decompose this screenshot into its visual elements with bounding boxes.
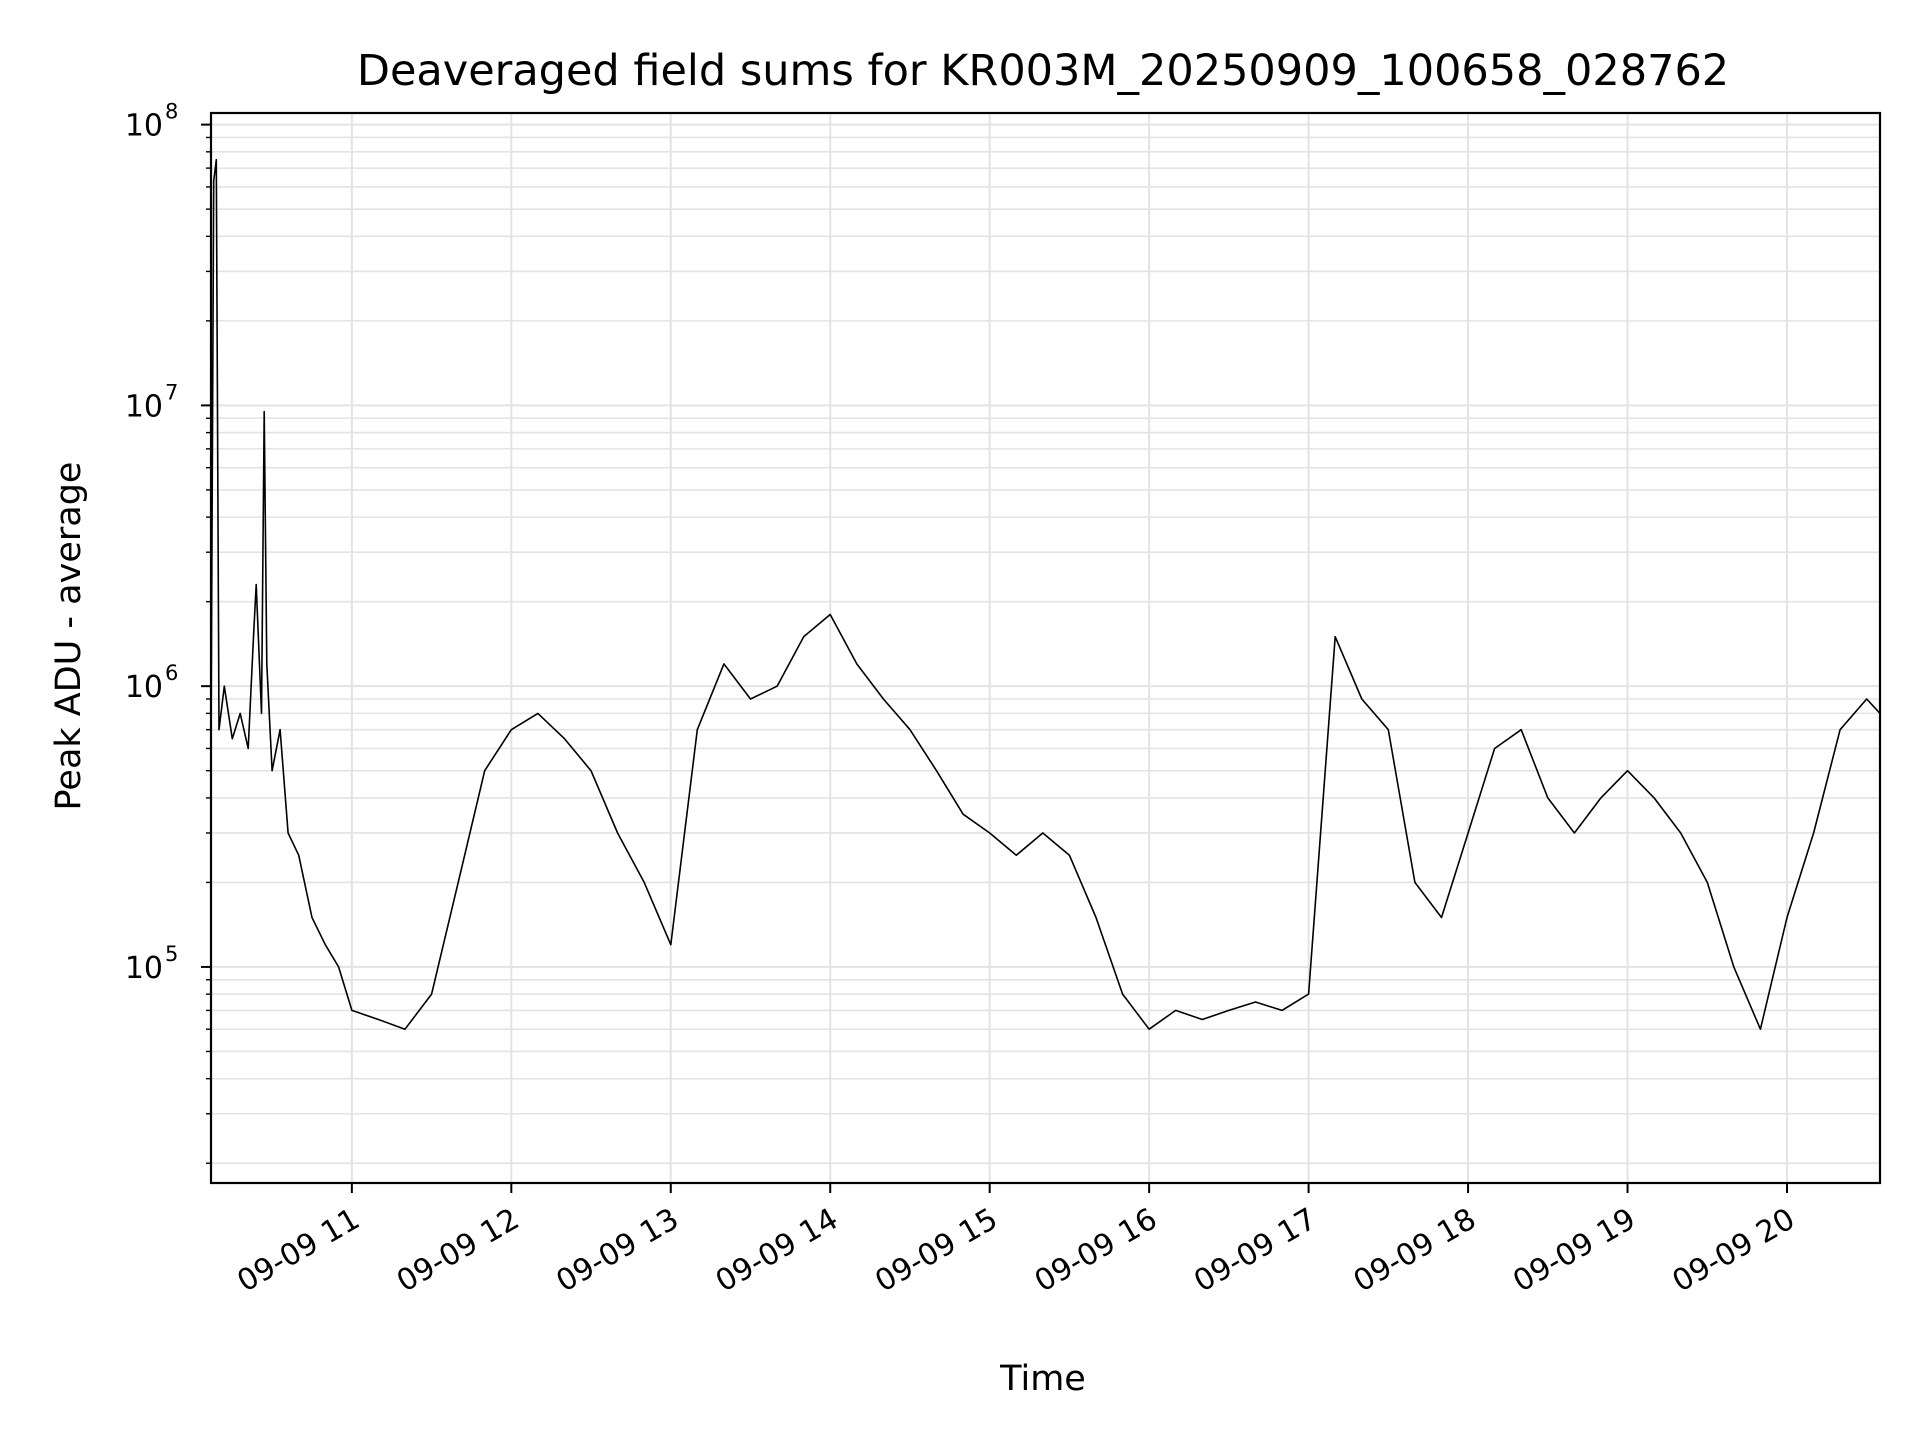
y-tick-exponent: 6	[165, 661, 178, 685]
series-line	[210, 158, 1881, 1030]
series-layer	[210, 158, 1881, 1030]
chart-title: Deaveraged field sums for KR003M_2025090…	[357, 46, 1729, 96]
y-tick-label: 10	[125, 951, 163, 986]
y-tick-exponent: 8	[165, 100, 178, 124]
y-tick-exponent: 7	[165, 380, 178, 404]
y-tick-label: 10	[125, 389, 163, 424]
x-axis-label: Time	[999, 1359, 1086, 1399]
plot-frame	[209, 111, 1882, 1185]
y-axis-label: Peak ADU - average	[49, 462, 89, 811]
y-tick-label: 10	[125, 109, 163, 144]
y-tick-exponent: 5	[165, 942, 178, 966]
grid	[211, 113, 1880, 1183]
y-tick-label: 10	[125, 670, 163, 705]
